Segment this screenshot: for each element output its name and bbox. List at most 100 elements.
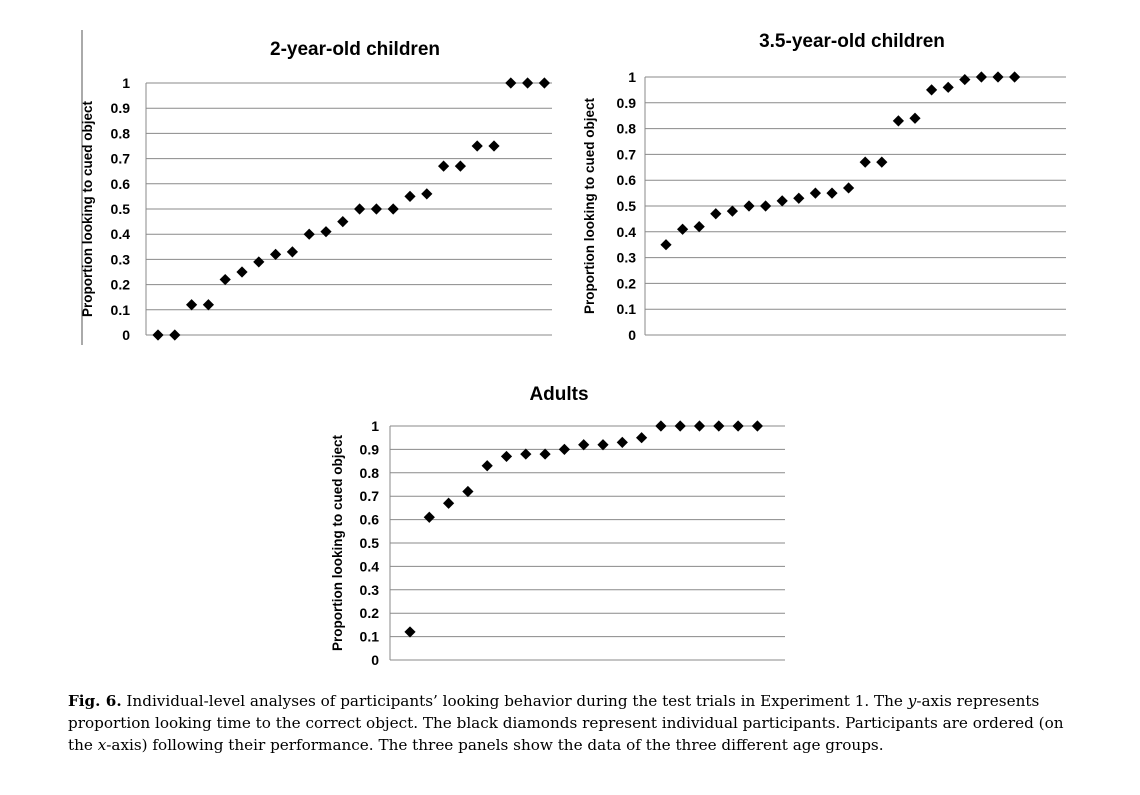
y-tick-label: 0.6: [360, 512, 380, 528]
y-tick-label: 0.2: [111, 277, 131, 293]
data-point-diamond: [303, 228, 315, 240]
data-point-diamond: [636, 432, 648, 444]
data-point-diamond: [202, 299, 214, 311]
panel-title: 2-year-old children: [270, 39, 440, 60]
data-point-diamond: [693, 420, 706, 432]
data-point-diamond: [354, 203, 366, 215]
y-tick-label: 0.9: [111, 100, 131, 116]
y-tick-label: 0.9: [617, 95, 637, 111]
data-point-diamond: [481, 460, 493, 472]
y-axis-label: Proportion looking to cued object: [582, 98, 597, 314]
data-point-diamond: [793, 192, 805, 204]
data-point-diamond: [826, 187, 838, 199]
y-tick-label: 0.4: [111, 226, 131, 242]
data-point-diamond: [926, 84, 938, 96]
y-tick-label: 0.9: [360, 441, 380, 457]
data-point-diamond: [520, 448, 532, 460]
y-tick-label: 0: [371, 652, 379, 668]
y-tick-label: 0.4: [617, 224, 637, 240]
data-point-diamond: [219, 273, 231, 286]
data-point-diamond: [743, 200, 755, 212]
figure-caption: Fig. 6. Individual-level analyses of par…: [68, 690, 1088, 756]
data-point-diamond: [732, 420, 744, 432]
data-point-diamond: [500, 450, 513, 463]
data-point-diamond: [169, 329, 181, 341]
data-point-diamond: [471, 140, 483, 152]
data-point-diamond: [809, 187, 821, 199]
data-point-diamond: [404, 190, 416, 202]
data-point-diamond: [270, 248, 282, 260]
y-tick-label: 0.2: [360, 605, 380, 621]
chart-panel-3: 0 0.1 0.2 0.3 0.4 0.5 0.6 0.7 0.8 0.9 1 Adults Propo…: [330, 384, 785, 668]
y-tick-label: 0.1: [111, 302, 131, 318]
data-point-diamond: [387, 203, 399, 215]
panel-title: 3.5-year-old children: [759, 31, 945, 52]
data-point-diamond: [423, 511, 435, 523]
data-point-diamond: [454, 160, 466, 172]
caption-label: Fig. 6.: [68, 692, 122, 710]
data-point-diamond: [710, 208, 722, 220]
data-point-diamond: [760, 200, 772, 212]
data-point-diamond: [660, 239, 672, 251]
data-point-diamond: [421, 188, 433, 200]
data-point-diamond: [337, 216, 349, 228]
y-tick-label: 0: [122, 327, 130, 343]
data-point-diamond: [538, 77, 550, 89]
y-tick-label: 0.5: [111, 201, 131, 217]
data-point-diamond: [286, 246, 298, 258]
y-tick-label: 0.3: [360, 582, 380, 598]
data-point-diamond: [438, 160, 450, 172]
y-tick-label: 0.5: [360, 535, 380, 551]
data-point-diamond: [677, 223, 689, 235]
data-point-diamond: [152, 329, 164, 341]
chart-panel-1: 0 0.1 0.2 0.3 0.4 0.5 0.6 0.7 0.8 0.9 1 2-year-old …: [80, 30, 552, 345]
data-point-diamond: [443, 497, 455, 509]
data-point-diamond: [713, 420, 725, 432]
chart-panel-2: 0 0.1 0.2 0.3 0.4 0.5 0.6 0.7 0.8 0.9 1 3.5-year-ol…: [582, 31, 1066, 343]
panel-title: Adults: [529, 384, 588, 405]
data-point-diamond: [876, 156, 888, 168]
y-tick-label: 1: [628, 69, 636, 85]
data-point-diamond: [942, 81, 954, 93]
y-axis-label: Proportion looking to cued object: [80, 101, 95, 317]
data-point-diamond: [539, 448, 551, 460]
data-point-diamond: [776, 195, 788, 207]
y-tick-label: 0.1: [360, 629, 380, 645]
caption-text-3: -axis) following their performance. The …: [106, 736, 884, 754]
data-point-diamond: [1009, 71, 1021, 83]
data-point-diamond: [370, 203, 382, 215]
data-point-diamond: [253, 256, 265, 268]
y-tick-label: 0.6: [111, 176, 131, 192]
data-point-diamond: [320, 226, 332, 238]
y-tick-label: 0.3: [111, 251, 131, 267]
y-tick-label: 0.5: [617, 198, 637, 214]
y-tick-label: 0.4: [360, 558, 380, 574]
caption-text-2: -axis represents proportion looking time…: [68, 692, 1064, 754]
data-point-diamond: [859, 156, 871, 168]
data-point-diamond: [404, 626, 416, 638]
data-point-diamond: [597, 439, 609, 451]
data-point-diamond: [751, 420, 763, 432]
data-point-diamond: [674, 420, 686, 432]
data-point-diamond: [616, 436, 628, 448]
figure: 0 0.1 0.2 0.3 0.4 0.5 0.6 0.7 0.8 0.9 1 2-year-old …: [80, 30, 1066, 668]
y-tick-label: 0.8: [111, 125, 131, 141]
data-point-diamond: [843, 182, 855, 194]
data-point-diamond: [992, 71, 1004, 83]
data-point-diamond: [959, 73, 971, 86]
caption-x-italic: x: [97, 736, 107, 754]
y-tick-label: 0.3: [617, 250, 637, 266]
y-tick-label: 0.7: [360, 488, 380, 504]
y-tick-label: 0.1: [617, 301, 637, 317]
data-point-diamond: [578, 439, 590, 451]
data-point-diamond: [693, 221, 705, 233]
caption-y-italic: y: [907, 692, 917, 710]
y-tick-label: 0.6: [617, 172, 637, 188]
data-point-diamond: [655, 420, 667, 432]
data-point-diamond: [462, 485, 474, 498]
data-point-diamond: [186, 299, 198, 311]
data-point-diamond: [909, 112, 921, 124]
data-point-diamond: [236, 266, 248, 278]
data-point-diamond: [505, 77, 517, 89]
y-axis-label: Proportion looking to cued object: [330, 435, 345, 651]
